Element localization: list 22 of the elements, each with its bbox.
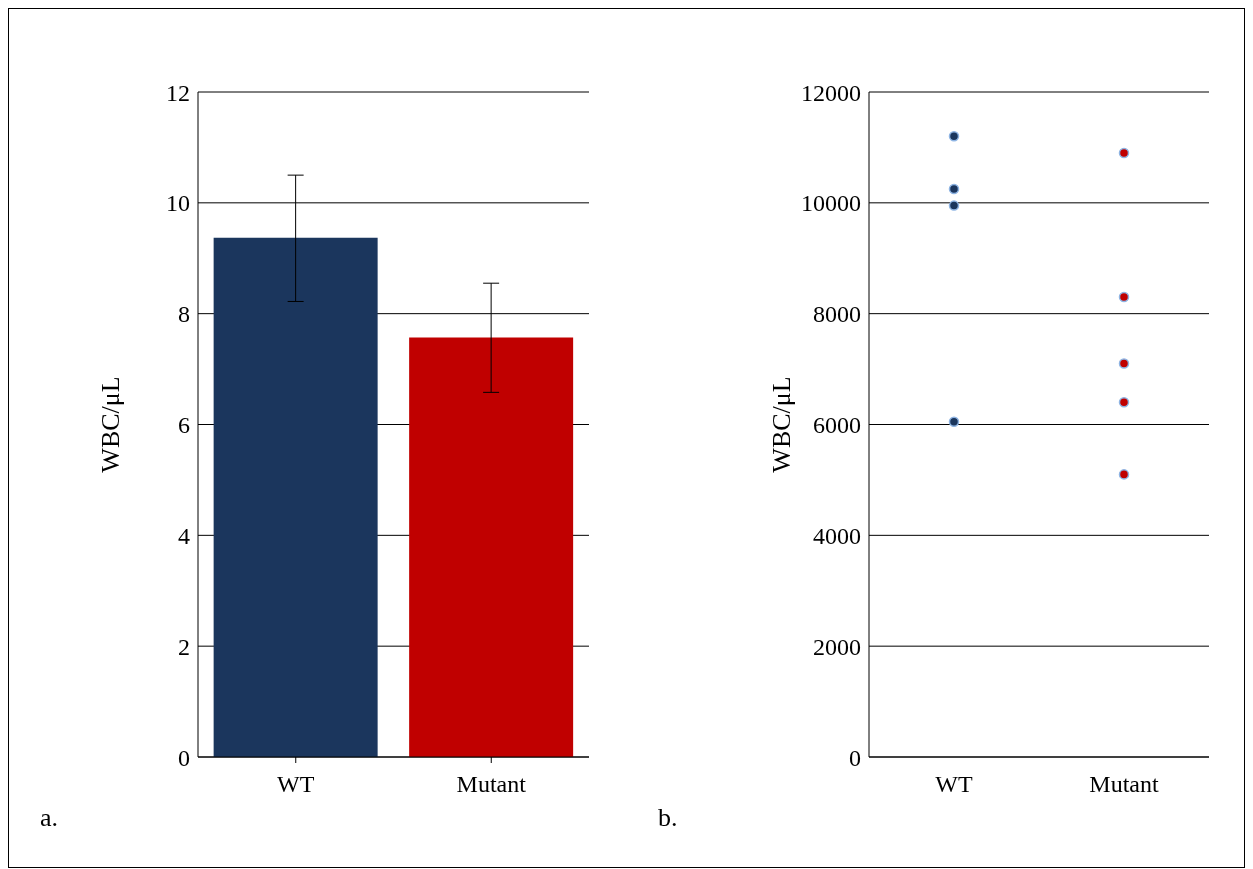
y-tick-label: 4 bbox=[178, 522, 190, 549]
y-tick-label: 12 bbox=[166, 79, 190, 106]
x-tick-label: Mutant bbox=[1089, 771, 1159, 798]
y-tick-label: 6000 bbox=[813, 412, 861, 439]
y-tick-label: 2 bbox=[178, 633, 190, 660]
y-tick-label: 2000 bbox=[813, 633, 861, 660]
y-tick-label: 8000 bbox=[813, 301, 861, 328]
text: b. bbox=[658, 803, 678, 833]
y-tick-label: 10000 bbox=[801, 190, 861, 217]
y-tick-label: 0 bbox=[178, 744, 190, 771]
y-tick-label: 8 bbox=[178, 301, 190, 328]
y-axis-title: WBC/μL bbox=[767, 376, 797, 473]
text: a. bbox=[40, 803, 59, 833]
y-tick-label: 6 bbox=[178, 412, 190, 439]
x-tick-label: Mutant bbox=[456, 771, 527, 798]
y-tick-label: 4000 bbox=[813, 522, 861, 549]
y-tick-label: 12000 bbox=[801, 79, 861, 106]
y-tick-label: 10 bbox=[166, 190, 190, 217]
x-tick-label: WT bbox=[277, 771, 315, 798]
y-tick-label: 0 bbox=[849, 744, 861, 771]
y-axis-title: WBC/μL bbox=[96, 376, 126, 473]
x-tick-label: WT bbox=[935, 771, 973, 798]
